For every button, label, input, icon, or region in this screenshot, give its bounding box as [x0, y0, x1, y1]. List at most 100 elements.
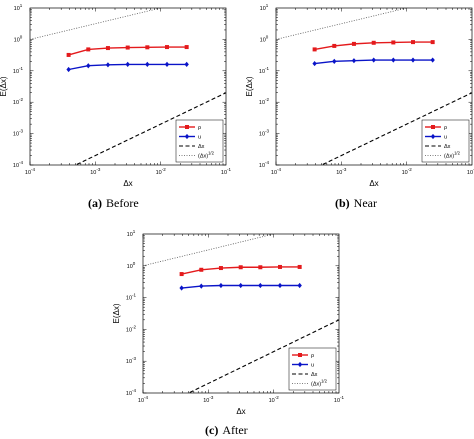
y-tick-label: 100 — [260, 34, 269, 43]
x-tick-label: 10-3 — [90, 167, 101, 176]
series-sqrt-dx-line — [276, 8, 409, 40]
rho-point — [145, 45, 150, 50]
rho-point — [410, 40, 415, 45]
u-point — [179, 285, 184, 291]
y-axis-label: E(Δx) — [112, 303, 121, 323]
u-point — [164, 61, 170, 67]
x-tick-label: 10-1 — [467, 167, 474, 176]
x-tick-label: 10-2 — [402, 167, 413, 176]
u-point — [312, 60, 317, 67]
rho-point — [179, 272, 184, 277]
u-point — [86, 63, 91, 69]
caption-b: (b) Near — [335, 196, 377, 211]
rho-point — [332, 43, 337, 48]
y-tick-label: 10-2 — [126, 324, 137, 333]
y-axis-label: E(Δx) — [245, 76, 254, 96]
u-point — [297, 282, 302, 289]
y-tick-label: 101 — [14, 3, 23, 12]
legend-label-u: u — [311, 363, 314, 369]
legend-label-rho: ρ — [444, 125, 447, 131]
y-tick-label: 100 — [14, 34, 23, 43]
x-tick-label: 10-2 — [156, 167, 167, 176]
rho-point — [371, 40, 376, 45]
legend-label-sqrt: (Δx)1/2 — [444, 151, 461, 160]
caption-a: (a) Before — [88, 196, 139, 211]
tick-marks — [29, 8, 226, 166]
y-tick-label: 10-4 — [259, 160, 270, 169]
legend-label-sqrt: (Δx)1/2 — [198, 151, 215, 160]
rho-point — [105, 46, 110, 51]
u-point — [351, 58, 357, 64]
y-tick-label: 10-1 — [259, 66, 270, 75]
rho-point — [312, 47, 317, 52]
u-point — [277, 282, 283, 289]
caption-text: After — [222, 423, 248, 437]
rho-point — [66, 52, 71, 57]
legend-rho-marker — [298, 353, 302, 357]
y-tick-label: 10-3 — [126, 356, 137, 365]
x-tick-label: 10-3 — [203, 395, 214, 404]
series-area — [30, 8, 226, 165]
tick-marks — [275, 8, 472, 166]
rho-point — [184, 45, 189, 50]
caption-label: (a) — [88, 196, 102, 210]
u-point — [66, 66, 71, 73]
y-tick-label: 101 — [127, 229, 136, 238]
chart-b: 10-4 10-3 10-2 10-1 10-4 10-3 10-2 10-1 100 101 Δx… — [245, 3, 474, 188]
x-tick-label: 10-1 — [334, 395, 345, 404]
series-area — [276, 8, 472, 165]
y-axis-label: E(Δx) — [0, 76, 8, 96]
x-axis-label: Δx — [236, 407, 245, 416]
y-tick-label: 10-2 — [13, 97, 24, 106]
caption-text: Near — [353, 196, 377, 210]
rho-point — [164, 45, 169, 50]
rho-point — [258, 265, 263, 270]
u-point — [125, 61, 130, 67]
legend-label-u: u — [198, 135, 201, 141]
rho-point — [277, 264, 282, 269]
legend: ρu Δx(Δx)1/2 — [421, 119, 470, 163]
y-tick-label: 10-3 — [13, 129, 24, 138]
legend-label-dx: Δx — [198, 144, 205, 150]
caption-text: Before — [106, 196, 139, 210]
legend-label-dx: Δx — [444, 144, 451, 150]
caption-c: (c) After — [205, 423, 248, 438]
y-tick-label: 10-1 — [13, 66, 24, 75]
u-point — [145, 61, 150, 67]
legend-u-marker — [297, 361, 303, 368]
series-sqrt-dx-line — [143, 234, 276, 267]
rho-point — [218, 266, 223, 271]
u-point — [199, 283, 204, 289]
u-point — [371, 57, 376, 63]
legend-u-marker — [184, 133, 190, 140]
u-point — [410, 57, 416, 63]
rho-point — [351, 41, 356, 46]
u-point — [105, 62, 111, 68]
x-tick-label: 10-1 — [221, 167, 232, 176]
rho-point — [391, 40, 396, 45]
rho-point — [86, 47, 91, 52]
x-tick-label: 10-4 — [271, 167, 282, 176]
x-axis-label: Δx — [123, 179, 132, 188]
y-tick-label: 10-2 — [259, 97, 270, 106]
u-point — [184, 61, 189, 67]
u-point — [430, 57, 435, 63]
caption-label: (c) — [205, 423, 219, 437]
legend-rho-marker — [431, 125, 435, 129]
rho-point — [238, 265, 243, 270]
u-point — [218, 282, 224, 289]
legend-label-rho: ρ — [311, 353, 314, 359]
y-tick-label: 10-1 — [126, 293, 137, 302]
legend: ρu Δx(Δx)1/2 — [175, 119, 224, 163]
u-point — [332, 58, 337, 64]
legend: ρu Δx(Δx)1/2 — [288, 347, 337, 391]
rho-point — [125, 45, 130, 50]
y-tick-label: 10-4 — [126, 388, 137, 397]
series-area — [143, 234, 339, 393]
tick-marks — [142, 234, 339, 394]
x-tick-label: 10-4 — [138, 395, 149, 404]
rho-point — [297, 264, 302, 269]
y-tick-label: 100 — [127, 261, 136, 270]
chart-c: 10-4 10-3 10-2 10-1 10-4 10-3 10-2 10-1 100 101 Δx… — [112, 229, 345, 416]
u-point — [238, 282, 243, 289]
